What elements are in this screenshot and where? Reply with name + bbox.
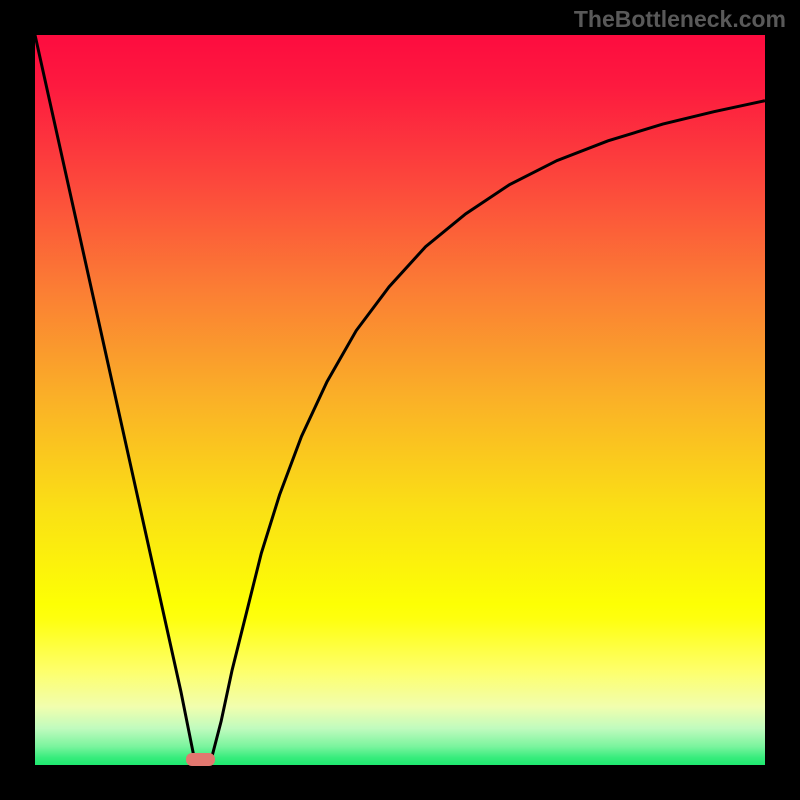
chart-curve [35,35,765,765]
watermark-text: TheBottleneck.com [574,6,786,33]
chart-minimum-marker [186,753,215,766]
chart-plot-area [35,35,765,765]
